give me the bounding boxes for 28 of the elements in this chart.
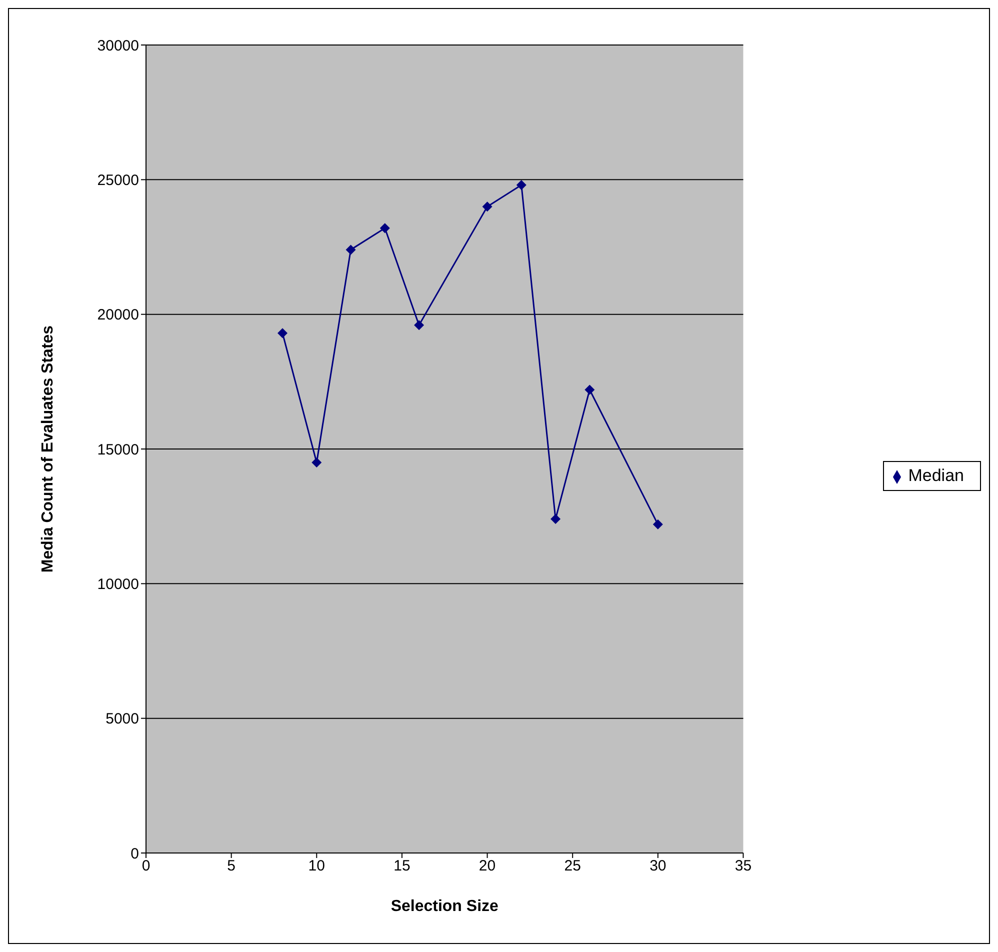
legend-label: Median [908, 466, 964, 485]
x-tick-label: 10 [308, 858, 325, 875]
y-tick-label: 25000 [97, 172, 139, 189]
point [346, 244, 356, 255]
y-tick-label: 0 [130, 845, 139, 862]
x-tick-label: 35 [734, 858, 752, 875]
x-tick-label: 25 [564, 858, 581, 875]
point [312, 457, 322, 468]
point [550, 514, 561, 524]
point [414, 320, 424, 330]
point [482, 202, 492, 212]
y-tick-label: 10000 [97, 576, 139, 593]
x-tick-label: 0 [142, 858, 150, 875]
x-tick-label: 15 [394, 858, 410, 875]
y-tick-label: 15000 [97, 441, 139, 458]
y-tick-label: 20000 [97, 306, 139, 324]
point [278, 328, 288, 338]
x-tick-label: 30 [650, 858, 666, 875]
x-axis-title: Selection Size [390, 898, 499, 915]
point [380, 223, 390, 234]
point [652, 519, 663, 530]
x-tick-label: 5 [227, 858, 236, 875]
y-axis-title: Media Count of Evaluates States [40, 325, 57, 573]
point [584, 384, 595, 395]
y-tick-label: 30000 [97, 37, 139, 54]
x-tick-label: 20 [478, 858, 496, 875]
point [516, 180, 526, 190]
y-tick-label: 5000 [106, 710, 139, 728]
